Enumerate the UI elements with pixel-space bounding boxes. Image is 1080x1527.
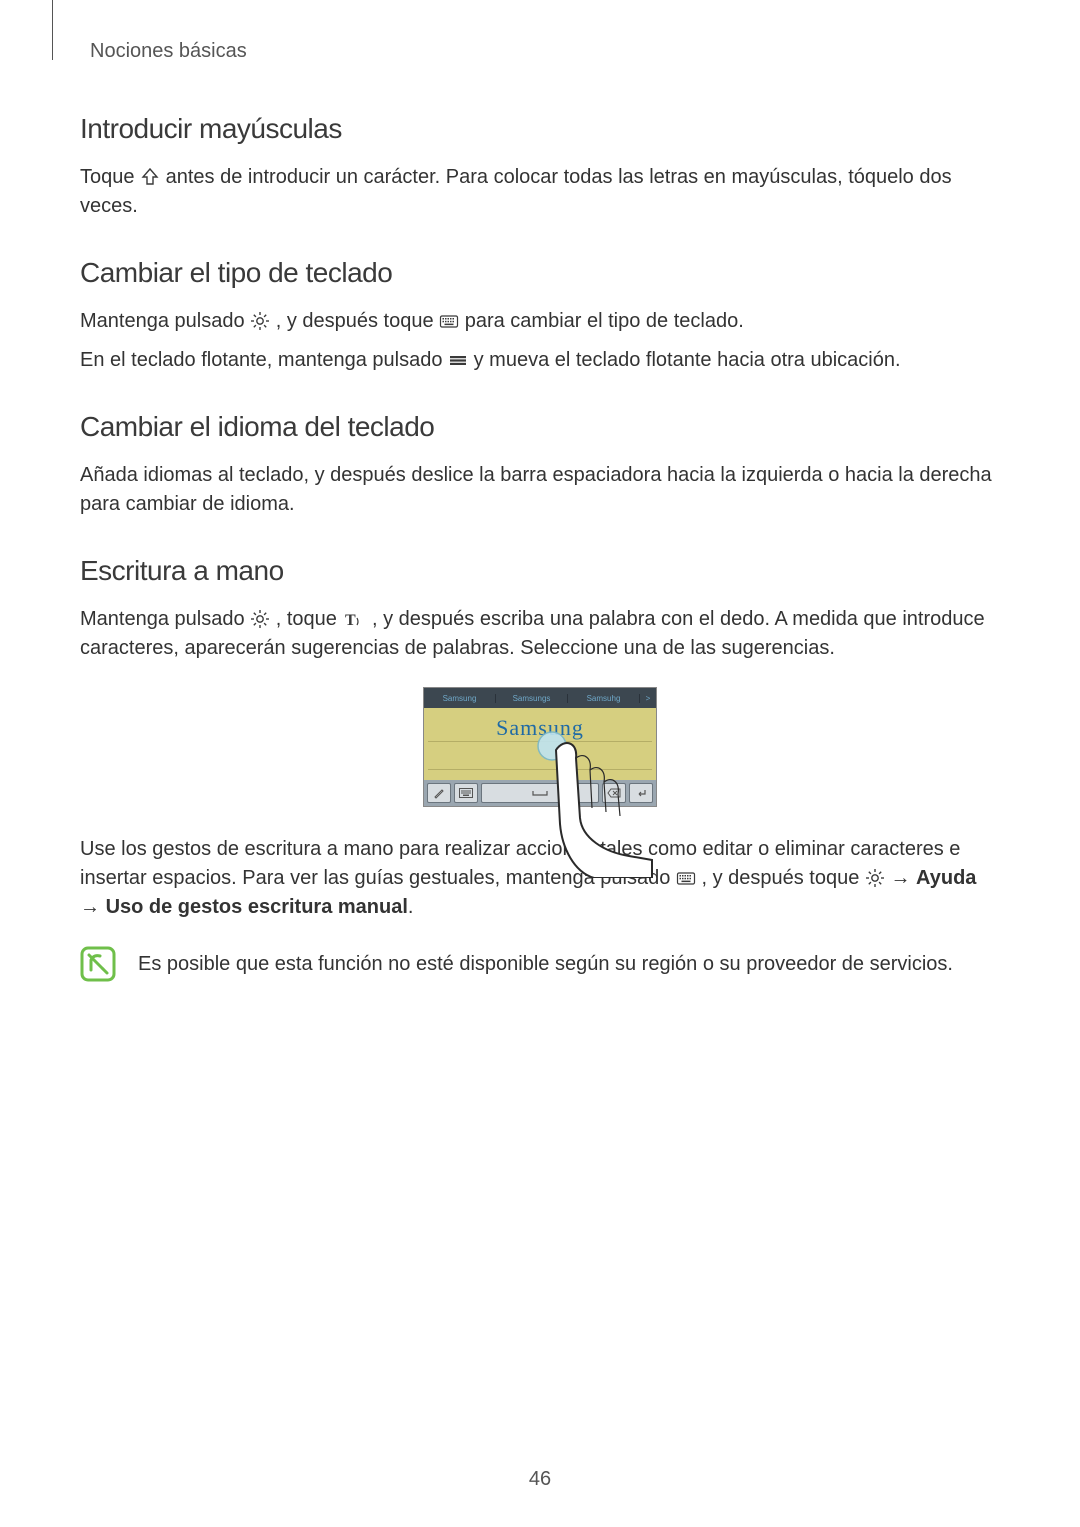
text-span: antes de introducir un carácter. Para co… (80, 166, 952, 217)
handwriting-keyrow (424, 780, 656, 806)
menu-path-ayuda: Ayuda (916, 867, 976, 889)
handwriting-figure: Samsung Samsungs Samsuhg > Samsung (80, 687, 1000, 807)
note-icon (80, 946, 116, 982)
space-key (481, 783, 599, 803)
drag-handle-icon (448, 350, 468, 370)
gear-icon (250, 609, 270, 629)
text-span: . (408, 896, 414, 918)
para-tipo-teclado-1: Mantenga pulsado , y después toque para … (80, 307, 1000, 336)
text-t-icon: T (342, 609, 366, 629)
text-span: Toque (80, 166, 140, 188)
note-text: Es posible que esta función no esté disp… (138, 946, 953, 979)
para-escritura-2: Use los gestos de escritura a mano para … (80, 835, 1000, 922)
text-span: , toque (276, 608, 343, 630)
page-number: 46 (0, 1468, 1080, 1491)
svg-text:T: T (345, 612, 356, 629)
backspace-key-icon (602, 783, 626, 803)
suggestion-more-icon: > (640, 694, 656, 703)
gear-icon (250, 311, 270, 331)
shift-icon (140, 167, 160, 187)
header-divider (52, 0, 53, 60)
section-title-mayusculas: Introducir mayúsculas (80, 113, 1000, 145)
text-span: , y después toque (701, 867, 864, 889)
section-title-idioma-teclado: Cambiar el idioma del teclado (80, 411, 1000, 443)
section-title-tipo-teclado: Cambiar el tipo de teclado (80, 257, 1000, 289)
text-span: para cambiar el tipo de teclado. (465, 310, 744, 332)
suggestion-bar: Samsung Samsungs Samsuhg > (424, 688, 656, 708)
handwriting-area: Samsung (424, 708, 656, 780)
text-span: Mantenga pulsado (80, 608, 250, 630)
para-idioma-teclado: Añada idiomas al teclado, y después desl… (80, 461, 1000, 519)
pen-key-icon (427, 783, 451, 803)
keyboard-key-icon (454, 783, 478, 803)
breadcrumb: Nociones básicas (80, 40, 1000, 63)
suggestion-item: Samsungs (496, 694, 568, 703)
text-span: , y después toque (276, 310, 439, 332)
handwritten-text: Samsung (496, 715, 584, 741)
note-block: Es posible que esta función no esté disp… (80, 946, 1000, 982)
keyboard-icon (439, 311, 459, 331)
keyboard-icon (676, 868, 696, 888)
suggestion-item: Samsuhg (568, 694, 640, 703)
gear-icon (865, 868, 885, 888)
text-span: En el teclado flotante, mantenga pulsado (80, 349, 448, 371)
section-title-escritura: Escritura a mano (80, 555, 1000, 587)
para-escritura-1: Mantenga pulsado , toque T , y después e… (80, 605, 1000, 663)
text-span: y mueva el teclado flotante hacia otra u… (474, 349, 901, 371)
para-mayusculas: Toque antes de introducir un carácter. P… (80, 163, 1000, 221)
suggestion-item: Samsung (424, 694, 496, 703)
menu-path-gestos: Uso de gestos escritura manual (106, 896, 408, 918)
enter-key-icon (629, 783, 653, 803)
para-tipo-teclado-2: En el teclado flotante, mantenga pulsado… (80, 346, 1000, 375)
text-span: → (890, 867, 916, 889)
text-span: → (80, 896, 106, 918)
text-span: Mantenga pulsado (80, 310, 250, 332)
